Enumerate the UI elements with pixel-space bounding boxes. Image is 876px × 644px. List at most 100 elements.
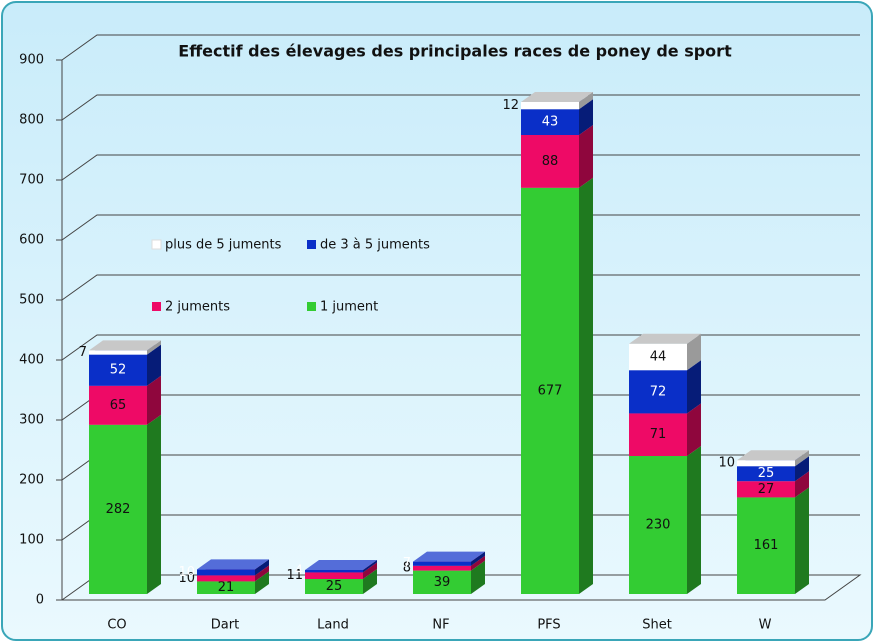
value-label: 10: [178, 571, 195, 586]
bar: [737, 497, 795, 594]
bar-top: [737, 450, 809, 461]
bar-side: [687, 446, 701, 594]
y-tick-label: 900: [19, 53, 44, 68]
value-label: 71: [650, 427, 667, 442]
bar-top: [629, 333, 701, 344]
legend-swatch: [152, 302, 161, 311]
bar: [413, 561, 471, 566]
bar-side: [795, 456, 809, 482]
bar-side: [363, 560, 377, 573]
bar-side: [795, 450, 809, 467]
bar: [89, 350, 147, 355]
y-tick-label: 200: [19, 473, 44, 488]
bar-side: [795, 471, 809, 498]
bar-side: [255, 559, 269, 576]
value-label: 44: [650, 350, 667, 365]
bar: [89, 354, 147, 386]
legend-swatch: [307, 302, 316, 311]
bar: [413, 570, 471, 594]
bar: [737, 481, 795, 498]
bar-top: [305, 560, 377, 570]
bar: [737, 466, 795, 482]
bar: [89, 385, 147, 425]
grid-line: [61, 214, 860, 241]
legend-label: plus de 5 juments: [165, 238, 282, 253]
grid-line: [61, 154, 860, 181]
y-tick-label: 500: [19, 293, 44, 308]
y-tick-label: 600: [19, 233, 44, 248]
value-label: 230: [646, 518, 671, 533]
y-tick-label: 100: [19, 533, 44, 548]
value-label: 161: [754, 538, 779, 553]
bar-top: [521, 92, 593, 102]
bar: [521, 109, 579, 135]
legend-label: 2 juments: [165, 300, 230, 315]
legend-label: 1 jument: [320, 300, 378, 315]
x-tick-label: PFS: [537, 618, 560, 633]
bar: [629, 413, 687, 456]
grid-line: [61, 34, 860, 61]
bar: [521, 102, 579, 110]
x-tick-label: CO: [107, 618, 126, 633]
bar-top: [197, 559, 269, 570]
grid-line: [61, 94, 860, 121]
value-label: 72: [650, 384, 667, 399]
bar: [197, 569, 255, 576]
x-tick-label: NF: [432, 618, 449, 633]
bar: [305, 579, 363, 594]
bar: [629, 456, 687, 594]
bar-side: [579, 125, 593, 188]
value-label: 10: [718, 456, 735, 471]
value-label: 7: [403, 556, 411, 571]
bar-side: [687, 360, 701, 414]
bar-side: [255, 565, 269, 582]
value-label: 88: [542, 154, 559, 169]
value-label: 11: [286, 568, 303, 583]
value-label: 282: [106, 502, 131, 517]
bar: [629, 343, 687, 371]
bar-side: [147, 344, 161, 386]
value-label: 27: [758, 482, 775, 497]
bar: [197, 581, 255, 594]
value-label: 25: [326, 579, 343, 594]
bar-side: [363, 569, 377, 594]
value-label: 10: [178, 565, 195, 580]
value-label: 677: [538, 383, 563, 398]
grid-line: [61, 274, 860, 301]
value-label: 43: [542, 115, 559, 130]
value-label: 21: [218, 580, 235, 595]
y-tick-label: 800: [19, 113, 44, 128]
y-tick-label: 0: [36, 593, 44, 608]
bar: [89, 424, 147, 594]
bar: [197, 575, 255, 582]
bar-side: [471, 560, 485, 594]
y-tick-label: 300: [19, 413, 44, 428]
bar: [521, 135, 579, 188]
bar-side: [579, 99, 593, 135]
chart-title: Effectif des élevages des principales ra…: [178, 42, 732, 61]
legend-label: de 3 à 5 juments: [320, 238, 430, 253]
bar: [521, 187, 579, 595]
bar-side: [795, 487, 809, 594]
value-label: 39: [434, 575, 451, 590]
x-tick-label: W: [759, 618, 772, 633]
bar-side: [147, 375, 161, 425]
bar-side: [687, 333, 701, 371]
value-label: 52: [110, 363, 127, 378]
bar: [737, 460, 795, 467]
value-label: 7: [79, 345, 87, 360]
legend-swatch: [307, 240, 316, 249]
y-tick-label: 700: [19, 173, 44, 188]
bar-side: [255, 571, 269, 594]
bar: [305, 570, 363, 573]
value-label: 25: [758, 466, 775, 481]
bar-side: [471, 551, 485, 566]
bar-side: [363, 562, 377, 579]
value-label: 4: [295, 564, 303, 579]
bar-side: [147, 340, 161, 355]
legend-swatch: [151, 239, 162, 250]
grid-line: [61, 334, 860, 361]
bar-side: [579, 92, 593, 110]
bar-side: [579, 177, 593, 595]
